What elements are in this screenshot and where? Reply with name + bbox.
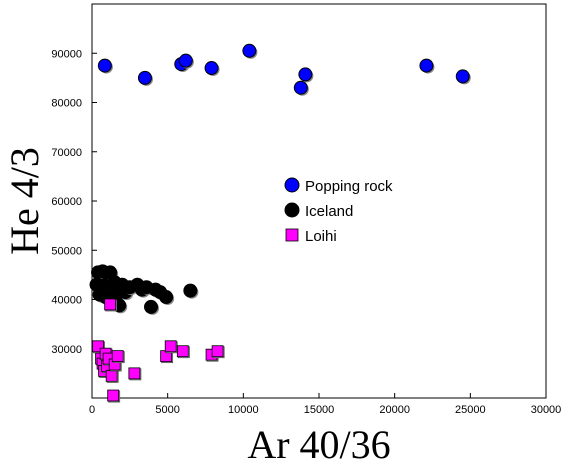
iceland-point (159, 290, 174, 305)
popping-rock-point (298, 67, 313, 82)
popping-rock-point (455, 69, 470, 84)
loihi-point (105, 369, 118, 382)
legend-label-popping-rock: Popping rock (305, 178, 393, 195)
iceland-point (183, 283, 198, 298)
loihi-point (176, 345, 189, 358)
popping-rock-point (242, 43, 257, 58)
y-tick-label: 30000 (51, 344, 82, 356)
popping-rock-point (178, 53, 193, 68)
legend: Popping rock Iceland Loihi (284, 177, 393, 245)
y-tick-label: 70000 (51, 147, 82, 159)
axis-ticks: 0 5000 10000 15000 20000 25000 30000 30000 40000… (51, 48, 561, 416)
y-axis-title: He 4/3 (2, 147, 47, 255)
legend-marker-loihi (285, 228, 299, 242)
iceland-point (144, 299, 159, 314)
loihi-point (107, 389, 120, 402)
x-tick-label: 0 (89, 404, 95, 416)
x-tick-label: 30000 (531, 404, 562, 416)
loihi-point (164, 340, 177, 353)
popping-rock-point (97, 58, 112, 73)
legend-marker-iceland (284, 202, 300, 218)
y-tick-label: 40000 (51, 295, 82, 307)
y-tick-label: 50000 (51, 245, 82, 257)
loihi-point (104, 298, 117, 311)
loihi-point (211, 345, 224, 358)
loihi-point (128, 367, 141, 380)
y-tick-label: 90000 (51, 48, 82, 60)
data-points (89, 43, 471, 403)
y-tick-label: 80000 (51, 98, 82, 110)
popping-rock-point (204, 61, 219, 76)
loihi-point (92, 340, 104, 353)
plot-area (91, 3, 547, 399)
legend-label-iceland: Iceland (305, 203, 353, 220)
loihi-point (111, 350, 124, 363)
popping-rock-point (293, 80, 308, 95)
x-tick-label: 25000 (455, 404, 486, 416)
x-tick-label: 20000 (379, 404, 410, 416)
x-axis-title: Ar 40/36 (247, 422, 390, 465)
popping-rock-point (137, 70, 152, 85)
y-tick-label: 60000 (51, 196, 82, 208)
x-tick-label: 15000 (304, 404, 335, 416)
legend-label-loihi: Loihi (305, 228, 337, 245)
x-tick-label: 10000 (228, 404, 259, 416)
legend-marker-popping-rock (284, 177, 300, 193)
popping-rock-point (419, 58, 434, 73)
x-tick-label: 5000 (155, 404, 179, 416)
